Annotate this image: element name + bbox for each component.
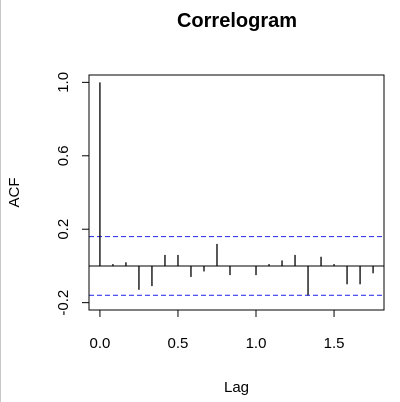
plot-frame: [88, 74, 385, 311]
y-axis-label: ACF: [6, 178, 23, 208]
x-tick-label: 0.5: [168, 335, 189, 352]
y-tick-label: 0.6: [55, 145, 72, 166]
confidence-bounds: [89, 235, 384, 296]
acf-bars: [99, 82, 374, 296]
y-tick-label: 0.2: [55, 219, 72, 240]
x-axis-label: Lag: [224, 379, 249, 396]
y-tick-label: -0.2: [55, 290, 72, 316]
x-tick-label: 0.0: [89, 335, 110, 352]
chart-title: Correlogram: [176, 10, 298, 32]
x-tick-label: 1.0: [246, 335, 267, 352]
x-tick-label: 1.5: [324, 335, 345, 352]
x-axis: 0.0 0.5 1.0 1.5: [89, 310, 344, 352]
y-tick-label: 1.0: [55, 72, 72, 93]
page-left-border: [0, 0, 1, 402]
y-axis: -0.2 0.2 0.6 1.0: [55, 72, 89, 316]
